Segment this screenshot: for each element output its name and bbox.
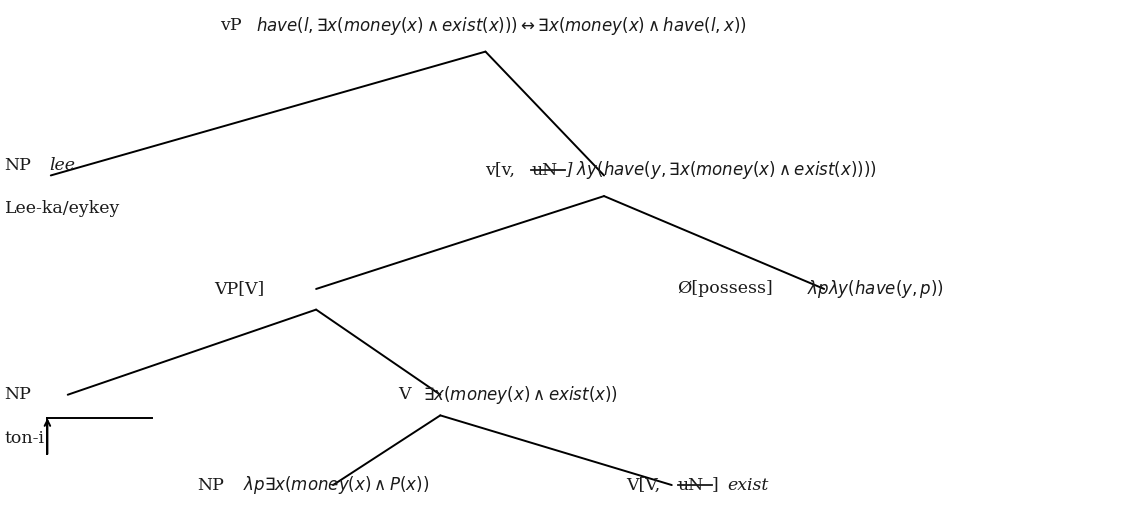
Text: uN: uN: [532, 162, 558, 179]
Text: v[v,: v[v,: [485, 162, 520, 179]
Text: uN: uN: [532, 162, 558, 179]
Text: lee: lee: [50, 157, 76, 173]
Text: ] $\lambda y(have(y, \exists x(money(x) \wedge exist(x))))$: ] $\lambda y(have(y, \exists x(money(x) …: [566, 159, 877, 181]
Text: V: V: [399, 386, 411, 403]
Text: $\lambda p\lambda y(have(y, p))$: $\lambda p\lambda y(have(y, p))$: [807, 278, 944, 300]
Text: NP: NP: [5, 157, 32, 173]
Text: Ø[possess]: Ø[possess]: [677, 281, 773, 297]
Text: NP: NP: [198, 477, 225, 493]
Text: ton-i: ton-i: [5, 430, 44, 447]
Text: V[V,: V[V,: [627, 477, 666, 493]
Text: NP: NP: [5, 386, 32, 403]
Text: $\exists x(money(x) \wedge exist(x))$: $\exists x(money(x) \wedge exist(x))$: [423, 384, 619, 406]
Text: ]: ]: [711, 477, 718, 493]
Text: v[v,: v[v,: [485, 162, 520, 179]
Text: VP[V]: VP[V]: [215, 281, 265, 297]
Text: vP: vP: [220, 18, 242, 34]
Text: Lee-ka/eykey: Lee-ka/eykey: [5, 201, 120, 217]
Text: V[V,: V[V,: [627, 477, 666, 493]
Text: $have(l, \exists x(money(x) \wedge exist(x))) \leftrightarrow \exists x(money(x): $have(l, \exists x(money(x) \wedge exist…: [256, 15, 747, 37]
Text: ]: ]: [711, 477, 724, 493]
Text: uN: uN: [677, 477, 704, 493]
Text: $\lambda p\exists x(money(x) \wedge P(x))$: $\lambda p\exists x(money(x) \wedge P(x)…: [243, 474, 429, 496]
Text: exist: exist: [727, 477, 769, 493]
Text: uN: uN: [677, 477, 704, 493]
